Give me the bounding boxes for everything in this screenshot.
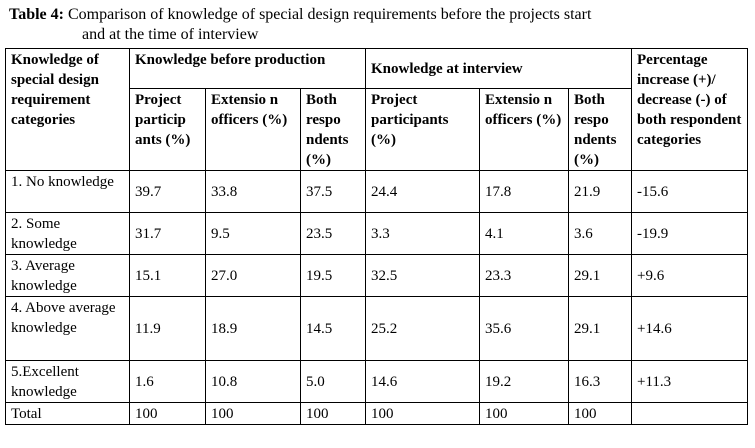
table-row: 4. Above average knowledge 11.9 18.9 14.… <box>5 296 749 361</box>
table-row: 3. Average knowledge 15.1 27.0 19.5 32.5… <box>5 254 749 297</box>
cell-value: 19.2 <box>479 360 569 403</box>
cell-value: 24.4 <box>365 170 480 213</box>
row-category: 3. Average knowledge <box>5 254 130 297</box>
header-interview-project: Project participants (%) <box>365 88 480 171</box>
header-category: Knowledge of special design requirement … <box>5 48 130 171</box>
row-category: Total <box>5 402 130 425</box>
cell-value: 27.0 <box>205 254 301 297</box>
row-category: 5.Excellent knowledge <box>5 360 130 403</box>
caption-line-1: Comparison of knowledge of special desig… <box>63 6 592 23</box>
cell-value: 15.1 <box>129 254 206 297</box>
cell-value: 14.6 <box>365 360 480 403</box>
cell-value: 19.5 <box>300 254 366 297</box>
table-row: 2. Some knowledge 31.7 9.5 23.5 3.3 4.1 … <box>5 212 749 255</box>
header-group-interview: Knowledge at interview <box>364 48 633 89</box>
comparison-table: Knowledge of special design requirement … <box>5 48 749 425</box>
cell-value: 14.5 <box>300 296 366 361</box>
row-category: 4. Above average knowledge <box>5 296 130 361</box>
table-caption: Table 4: Comparison of knowledge of spec… <box>9 5 749 45</box>
cell-value: 17.8 <box>479 170 569 213</box>
cell-value: 100 <box>567 402 633 425</box>
cell-value: +14.6 <box>631 296 749 361</box>
cell-value: +9.6 <box>631 254 749 297</box>
cell-value <box>631 402 749 425</box>
row-category: 1. No knowledge <box>5 170 130 213</box>
header-row-sub: Project particip ants (%) Extensio n off… <box>6 88 748 171</box>
cell-value: 35.6 <box>479 296 569 361</box>
header-interview-extension: Extensio n officers (%) <box>479 88 569 171</box>
cell-value: 3.6 <box>567 212 633 255</box>
table-row: 1. No knowledge 39.7 33.8 37.5 24.4 17.8… <box>5 170 749 213</box>
header-before-project: Project particip ants (%) <box>129 88 206 171</box>
caption-line-2: and at the time of interview <box>82 26 259 43</box>
cell-value: 3.3 <box>365 212 480 255</box>
header-pct-change: Percentage increase (+)/ decrease (-) of… <box>631 48 749 171</box>
cell-value: 29.1 <box>567 296 633 361</box>
header-interview-both: Both respo ndents (%) <box>567 88 633 171</box>
cell-value: 23.5 <box>300 212 366 255</box>
cell-value: 100 <box>205 402 301 425</box>
row-category: 2. Some knowledge <box>5 212 130 255</box>
cell-value: 5.0 <box>300 360 366 403</box>
cell-value: 100 <box>300 402 366 425</box>
cell-value: 11.9 <box>129 296 206 361</box>
cell-value: 39.7 <box>129 170 206 213</box>
header-row-groups: Knowledge of special design requirement … <box>5 48 749 171</box>
cell-value: 29.1 <box>567 254 633 297</box>
cell-value: 31.7 <box>129 212 206 255</box>
cell-value: 4.1 <box>479 212 569 255</box>
header-group-before: Knowledge before production <box>129 48 366 89</box>
table-row-total: Total 100 100 100 100 100 100 <box>5 402 749 425</box>
cell-value: 1.6 <box>129 360 206 403</box>
cell-value: 9.5 <box>205 212 301 255</box>
cell-value: 10.8 <box>205 360 301 403</box>
cell-value: 100 <box>129 402 206 425</box>
cell-value: 25.2 <box>365 296 480 361</box>
cell-value: 100 <box>365 402 480 425</box>
cell-value: 16.3 <box>567 360 633 403</box>
header-before-both: Both respo ndents (%) <box>300 88 366 171</box>
caption-label: Table 4: <box>9 6 64 23</box>
cell-value: 33.8 <box>205 170 301 213</box>
cell-value: 23.3 <box>479 254 569 297</box>
cell-value: 37.5 <box>300 170 366 213</box>
cell-value: 21.9 <box>567 170 633 213</box>
cell-value: 100 <box>479 402 569 425</box>
header-before-extension: Extensio n officers (%) <box>205 88 301 171</box>
cell-value: 18.9 <box>205 296 301 361</box>
cell-value: +11.3 <box>631 360 749 403</box>
table-row: 5.Excellent knowledge 1.6 10.8 5.0 14.6 … <box>5 360 749 403</box>
cell-value: -15.6 <box>631 170 749 213</box>
cell-value: -19.9 <box>631 212 749 255</box>
cell-value: 32.5 <box>365 254 480 297</box>
